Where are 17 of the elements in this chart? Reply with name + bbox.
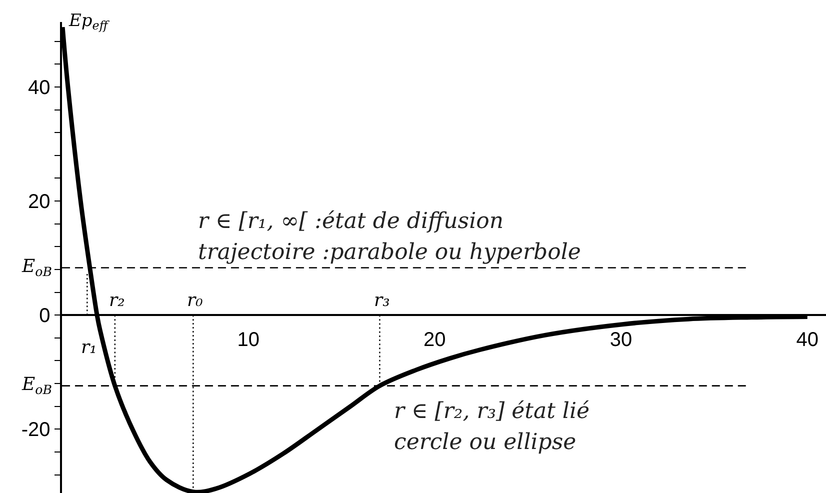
y-tick-label: -20 [21,419,50,442]
y-tick-label: 20 [28,191,50,214]
x-tick-label: 30 [610,329,632,352]
annotation: r₂ [109,290,125,311]
y-tick-label: 40 [28,77,50,99]
annotation: r₀ [187,290,203,311]
x-tick-label: 40 [796,329,818,352]
x-tick-label: 20 [424,329,446,352]
y-axis-title: Ep$_{eff}$ [68,11,110,33]
annotation: r ∈ [r₂, r₃] état lié cercle ou ellipse [394,399,590,455]
annotation: r₃ [374,290,390,311]
x-tick-label: 10 [237,329,260,352]
y-tick-label: 0 [39,305,50,328]
annotation: E$_{oB}$ [21,374,52,397]
annotation: r₁ [81,337,97,358]
annotation: r ∈ [r₁, ∞[ :état de diffusion trajectoire :parabole ou hyperbole [198,209,581,265]
annotation: E$_{oB}$ [21,256,52,279]
